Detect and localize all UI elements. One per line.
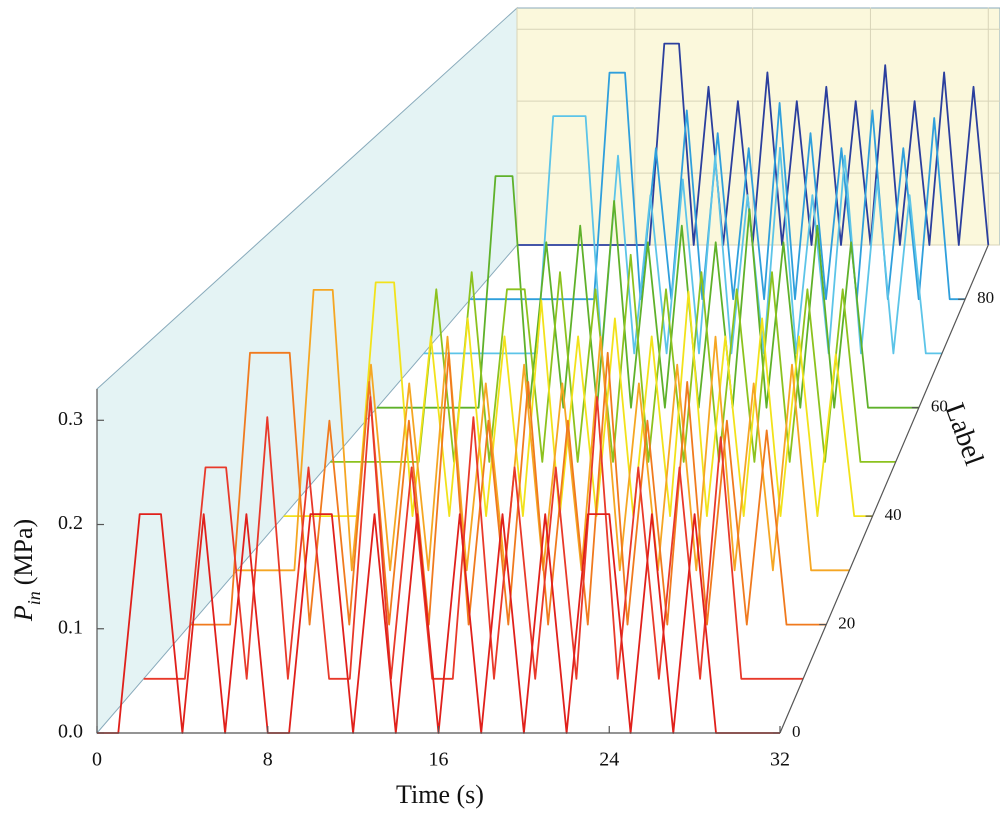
y-tick-label: 0.3 xyxy=(58,408,83,430)
z-tick-label: 60 xyxy=(931,397,948,416)
series-line xyxy=(283,281,873,517)
z-tick-label: 0 xyxy=(792,722,801,741)
y-axis-subscript: in xyxy=(24,591,44,605)
z-tick-label: 20 xyxy=(838,613,855,632)
x-axis-title: Time (s) xyxy=(396,780,484,809)
y-axis-title: Pin (MPa) xyxy=(9,519,44,622)
y-axis-unit: (MPa) xyxy=(9,519,38,585)
back-wall xyxy=(516,7,1000,246)
z-tick-label: 40 xyxy=(885,505,902,524)
series-line xyxy=(190,351,827,626)
x-tick-label: 24 xyxy=(599,749,619,771)
axes-layer: 0 8 16 24 32 0.0 0.1 0.2 0.3 0 20 40 60 80 xyxy=(58,244,994,771)
x-tick-label: 8 xyxy=(263,749,273,771)
x-tick-label: 32 xyxy=(770,749,790,771)
y-tick-label: 0.0 xyxy=(58,721,83,743)
lines-layer xyxy=(97,42,990,734)
left-wall xyxy=(96,6,518,735)
z-axis-line xyxy=(779,244,989,734)
y-tick-label: 0.2 xyxy=(58,512,83,534)
y-axis-symbol: P xyxy=(9,605,38,622)
x-tick-label: 16 xyxy=(429,749,449,771)
z-axis-title: Label xyxy=(938,399,989,470)
z-tick-label: 80 xyxy=(977,288,994,307)
x-tick-label: 0 xyxy=(92,749,102,771)
y-tick-label: 0.1 xyxy=(58,616,83,638)
series-line xyxy=(377,175,919,409)
